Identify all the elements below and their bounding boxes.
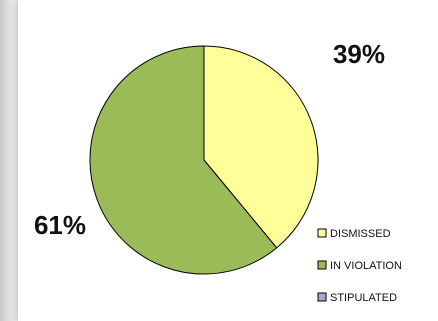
legend: DISMISSED IN VIOLATION STIPULATED (317, 228, 402, 304)
data-label-in-violation: 61% (34, 210, 86, 240)
pie-slice-dismissed (203, 45, 319, 249)
legend-swatch-in-violation (317, 260, 327, 270)
legend-label-in-violation: IN VIOLATION (330, 260, 402, 272)
legend-swatch-dismissed (317, 228, 327, 238)
pie-slices (89, 45, 319, 275)
legend-swatch-stipulated (317, 292, 327, 302)
data-label-dismissed: 39% (333, 39, 385, 69)
legend-label-dismissed: DISMISSED (330, 228, 391, 240)
pie-slice-in-violation (89, 45, 278, 275)
legend-label-stipulated: STIPULATED (330, 292, 397, 304)
